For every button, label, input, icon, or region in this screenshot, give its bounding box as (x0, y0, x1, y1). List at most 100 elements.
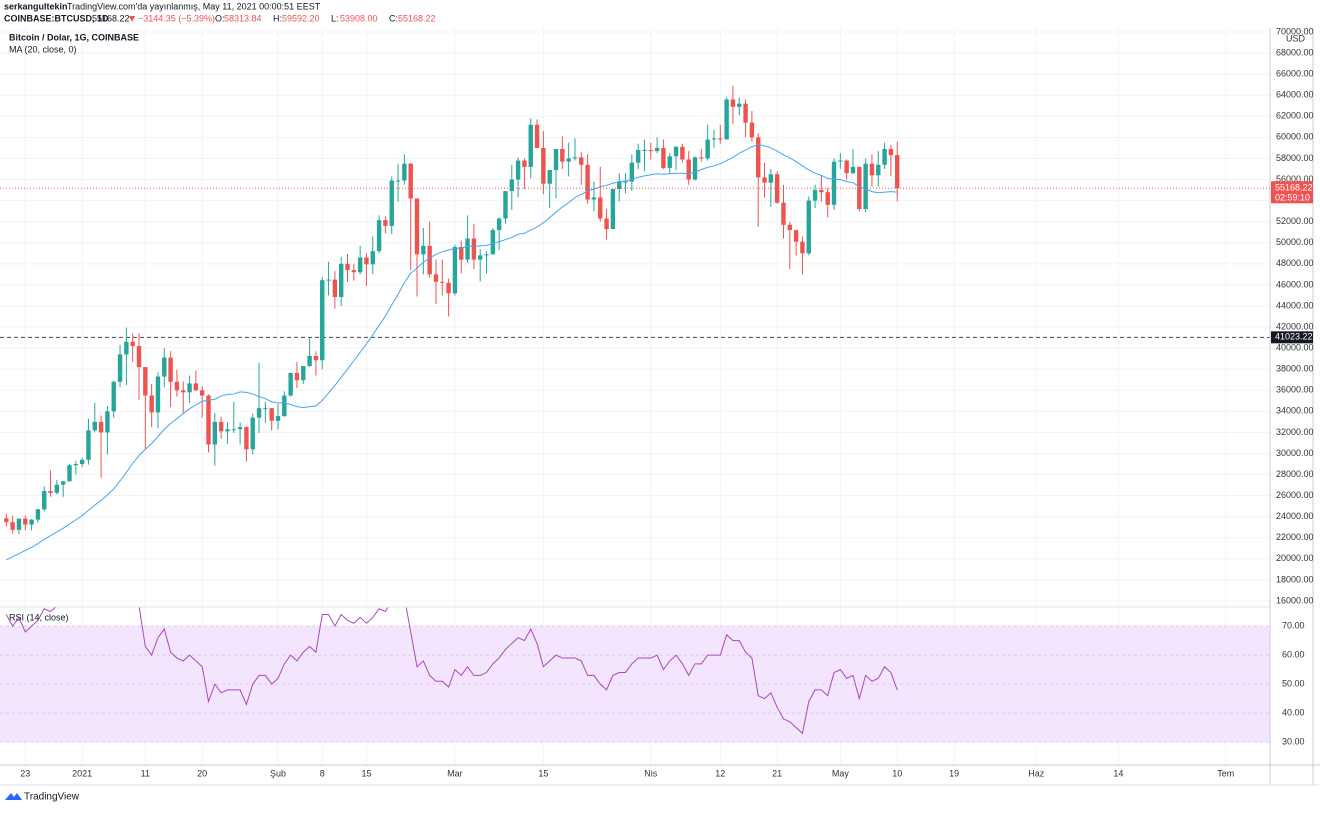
candle-body (737, 103, 742, 107)
y-tick-label: 36000.00 (1276, 385, 1314, 395)
candle-body (730, 99, 736, 107)
x-tick-label: May (832, 768, 850, 778)
candle-body (10, 522, 15, 530)
candle-body (895, 155, 900, 189)
x-tick-label: 15 (361, 768, 371, 778)
candle-body (427, 245, 432, 275)
candle-body (218, 421, 224, 432)
candle-body (743, 103, 748, 123)
y-tick-label: 48000.00 (1276, 258, 1314, 268)
candle-body (73, 464, 79, 466)
candle-body (98, 421, 104, 433)
candle-body (383, 220, 388, 226)
candle-body (838, 160, 843, 162)
x-tick-label: 20 (197, 768, 207, 778)
candle-body (92, 421, 97, 431)
candle-body (433, 274, 439, 282)
candle-body (446, 282, 451, 294)
brand-name: TradingView (24, 792, 80, 803)
candle-body (642, 150, 647, 152)
candle-body (250, 417, 255, 450)
candle-body (168, 357, 173, 382)
legend-title: Bitcoin / Dolar, 1G, COINBASE (9, 32, 139, 42)
last-price-label: 55168.22 (1275, 183, 1313, 193)
candle-body (212, 421, 218, 445)
candle-body (225, 429, 230, 432)
candle-body (629, 162, 635, 182)
candle-body (42, 490, 47, 510)
candle-body (869, 163, 875, 176)
candle-body (515, 160, 521, 180)
candle-body (60, 481, 66, 485)
candle-body (503, 191, 508, 219)
x-tick-label: 2021 (72, 768, 92, 778)
candle-body (718, 138, 723, 140)
x-tick-label: 15 (538, 768, 548, 778)
y-tick-label: 56000.00 (1276, 174, 1314, 184)
y-tick-label: 22000.00 (1276, 532, 1314, 542)
down-arrow (129, 16, 135, 22)
x-tick-label: Mar (447, 768, 463, 778)
legend-rsi: RSI (14, close) (9, 612, 69, 622)
candle-body (338, 263, 344, 298)
y-tick-label: 16000.00 (1276, 595, 1314, 605)
symbol: COINBASE:BTCUSD, 1D (4, 13, 109, 23)
candle-body (54, 484, 60, 493)
x-tick-label: 23 (20, 768, 30, 778)
candle-body (585, 164, 590, 200)
candle-body (111, 381, 116, 412)
last-price-box (1271, 181, 1313, 204)
candle-body (79, 459, 85, 465)
candle-body (117, 354, 123, 382)
x-tick-label: 10 (892, 768, 902, 778)
candle-body (477, 255, 483, 260)
candle-body (376, 220, 382, 252)
candle-body (654, 147, 660, 152)
candle-body (819, 190, 824, 193)
candle-body (282, 395, 287, 417)
price-line-box (1271, 331, 1313, 344)
candle-body (269, 408, 274, 421)
candle-body (661, 147, 666, 168)
candle-body (724, 99, 729, 140)
y-tick-label: 60000.00 (1276, 132, 1314, 142)
candle-body (465, 238, 470, 260)
ohlc-value: 59592.20 (282, 13, 320, 23)
candle-body (844, 160, 849, 174)
y-tick-label: 58000.00 (1276, 153, 1314, 163)
candle-body (781, 202, 786, 225)
y-tick-label: 38000.00 (1276, 364, 1314, 374)
x-tick-label: Şub (270, 768, 286, 778)
brand: TradingView (5, 792, 80, 803)
candle-body (136, 346, 142, 368)
rsi-pane (0, 607, 1270, 765)
candle-body (130, 341, 135, 347)
candle-body (351, 270, 357, 273)
candle-body (598, 197, 603, 219)
candle-body (699, 157, 704, 159)
candle-body (471, 238, 477, 260)
candle-body (579, 157, 584, 165)
y-tick-label: 20000.00 (1276, 553, 1314, 563)
x-tick-label: Haz (1028, 768, 1045, 778)
candle-body (389, 180, 394, 226)
candle-body (553, 148, 559, 171)
ohlc-label: L: (331, 13, 339, 23)
candle-body (370, 251, 375, 265)
candle-body (686, 159, 691, 180)
candle-body (705, 139, 710, 159)
candle-body (857, 166, 862, 210)
candle-body (143, 367, 148, 396)
candle-body (408, 163, 413, 199)
ohlc-value: 55168.22 (398, 13, 436, 23)
candle-body (534, 124, 540, 148)
candle-body (263, 408, 268, 410)
candle-body (345, 263, 350, 271)
candle-body (332, 279, 338, 298)
candle-body (673, 146, 679, 157)
candle-body (23, 518, 28, 525)
candle-body (231, 429, 236, 431)
y2-tick-label: 30.00 (1282, 736, 1305, 746)
y2-tick-label: 50.00 (1282, 678, 1305, 688)
